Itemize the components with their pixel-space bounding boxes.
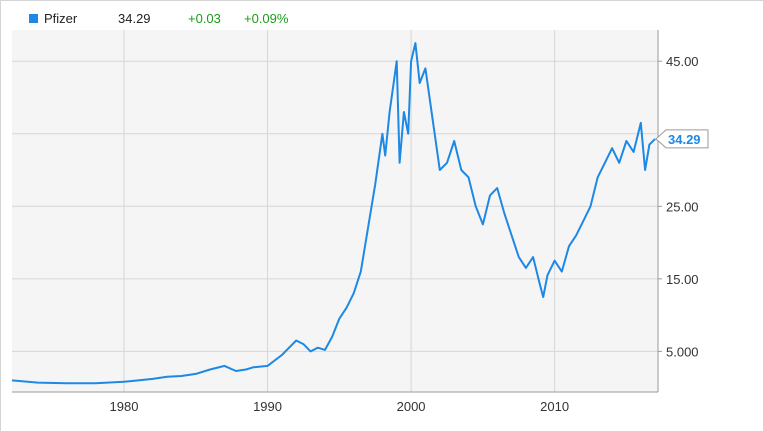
last-value-label: 34.29 [668, 132, 701, 147]
legend: Pfizer 34.29 +0.03 +0.09% [29, 8, 288, 28]
legend-series-name: Pfizer [44, 10, 78, 26]
x-tick-label: 1980 [110, 399, 139, 414]
legend-swatch [29, 13, 38, 23]
x-tick-label: 1990 [253, 399, 282, 414]
x-tick-label: 2010 [540, 399, 569, 414]
y-tick-label: 25.00 [666, 199, 699, 214]
last-value-callout [655, 129, 709, 149]
series-line-pfizer [11, 42, 656, 385]
x-tick-label: 2000 [397, 399, 426, 414]
y-tick-label: 45.00 [666, 54, 699, 69]
legend-change-percent: +0.09% [244, 10, 289, 26]
legend-price: 34.29 [118, 10, 151, 26]
legend-change: +0.03 [188, 10, 221, 26]
y-tick-label: 5.000 [666, 344, 699, 359]
y-tick-label: 15.00 [666, 272, 699, 287]
